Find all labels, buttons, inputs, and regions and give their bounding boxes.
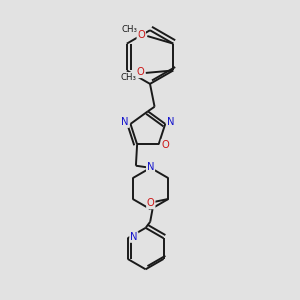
Text: N: N — [121, 117, 129, 127]
Text: CH₃: CH₃ — [122, 26, 138, 34]
Text: O: O — [137, 29, 145, 40]
Text: N: N — [147, 162, 154, 172]
Text: N: N — [167, 117, 175, 127]
Text: O: O — [147, 199, 155, 208]
Text: N: N — [130, 232, 137, 242]
Text: CH₃: CH₃ — [121, 73, 137, 82]
Text: O: O — [136, 67, 144, 77]
Text: O: O — [161, 140, 169, 150]
